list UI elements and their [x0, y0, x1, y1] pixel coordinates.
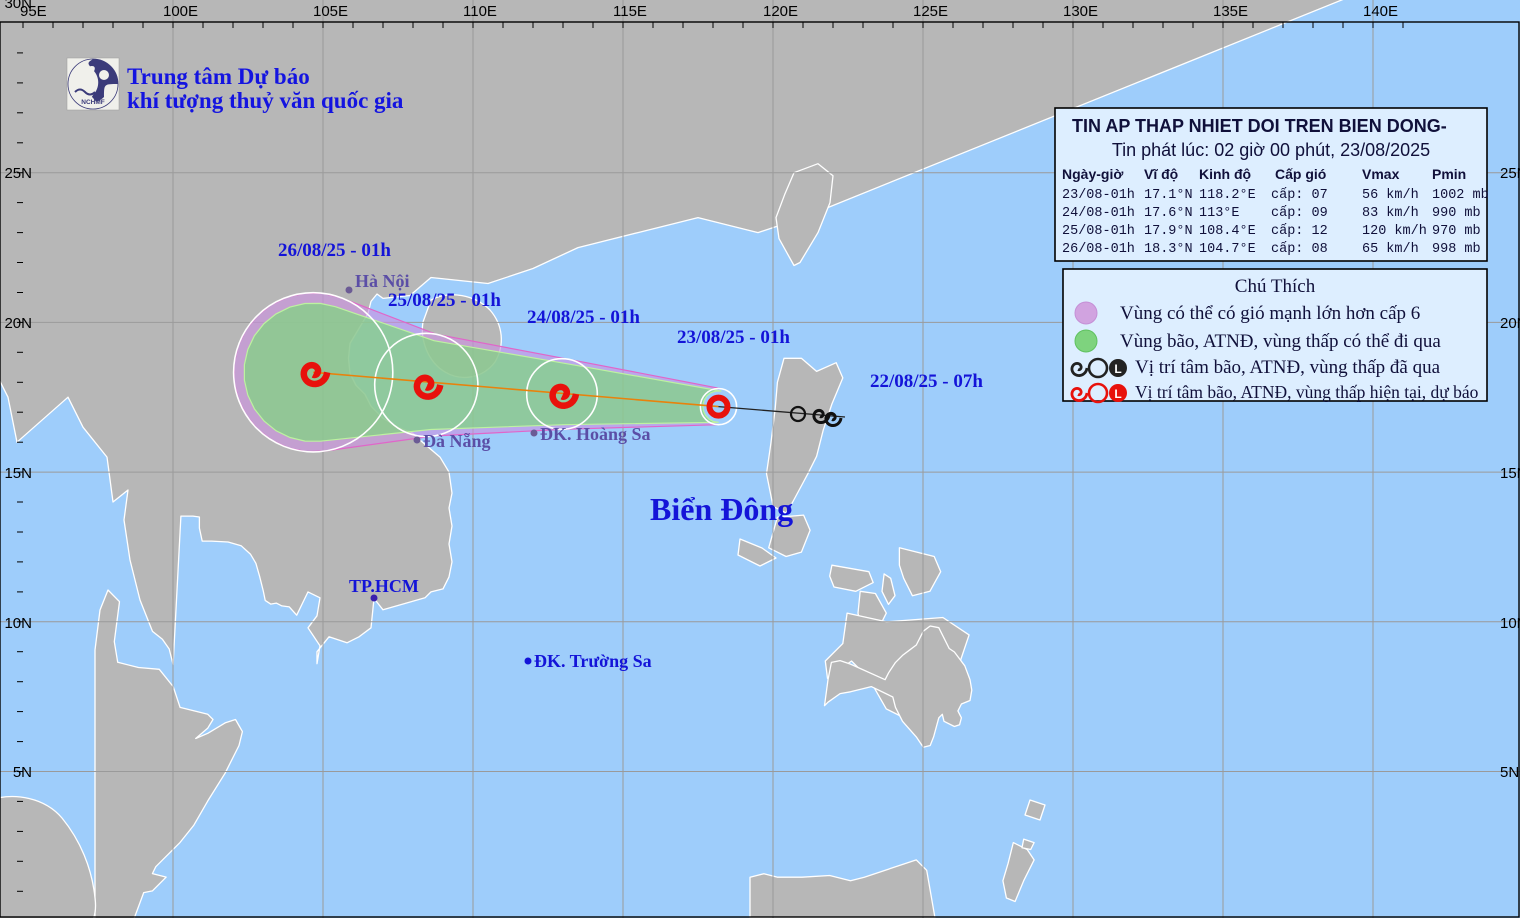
svg-text:Vùng bão, ATNĐ, vùng thấp có t: Vùng bão, ATNĐ, vùng thấp có thể đi qua [1120, 331, 1441, 352]
svg-text:ĐK. Trường Sa: ĐK. Trường Sa [534, 651, 652, 671]
svg-text:10N: 10N [4, 615, 32, 632]
svg-text:15N: 15N [4, 465, 32, 482]
svg-text:83 km/h: 83 km/h [1362, 206, 1419, 221]
svg-text:120E: 120E [763, 3, 798, 20]
svg-text:140E: 140E [1363, 3, 1398, 20]
svg-text:56 km/h: 56 km/h [1362, 188, 1419, 203]
svg-text:Vmax: Vmax [1362, 166, 1400, 182]
svg-text:Đà Nẵng: Đà Nẵng [423, 431, 491, 451]
svg-text:105E: 105E [313, 3, 348, 20]
svg-text:135E: 135E [1213, 3, 1248, 20]
svg-text:5N: 5N [1500, 764, 1519, 781]
svg-text:115E: 115E [613, 3, 647, 20]
svg-text:125E: 125E [913, 3, 948, 20]
svg-text:Vị trí tâm bão, ATNĐ, vùng thấ: Vị trí tâm bão, ATNĐ, vùng thấp đã qua [1135, 357, 1441, 378]
svg-text:998 mb: 998 mb [1432, 242, 1481, 257]
svg-text:5N: 5N [13, 764, 32, 781]
svg-text:25/08/25 - 01h: 25/08/25 - 01h [388, 290, 501, 311]
svg-text:cấp: 07: cấp: 07 [1271, 188, 1328, 203]
svg-text:20N: 20N [4, 315, 32, 332]
svg-text:110E: 110E [463, 3, 497, 20]
svg-text:Cấp gió: Cấp gió [1275, 166, 1326, 182]
svg-text:Ngày-giờ: Ngày-giờ [1062, 166, 1123, 182]
svg-text:20N: 20N [1500, 315, 1520, 332]
svg-text:108.4°E: 108.4°E [1199, 224, 1256, 239]
svg-text:22/08/25 - 07h: 22/08/25 - 07h [870, 371, 983, 392]
svg-text:1002 mb: 1002 mb [1432, 188, 1489, 203]
svg-text:970 mb: 970 mb [1432, 224, 1481, 239]
svg-text:Tin phát lúc: 02 giờ 00 phút,: Tin phát lúc: 02 giờ 00 phút, 23/08/2025 [1112, 140, 1430, 160]
svg-text:25N: 25N [4, 165, 32, 182]
svg-text:104.7°E: 104.7°E [1199, 242, 1256, 257]
svg-text:Vị trí tâm bão, ATNĐ, vùng thấ: Vị trí tâm bão, ATNĐ, vùng thấp hiện tại… [1135, 382, 1479, 402]
svg-text:17.6°N: 17.6°N [1144, 206, 1193, 221]
svg-text:26/08-01h: 26/08-01h [1062, 242, 1135, 257]
svg-text:Vĩ độ: Vĩ độ [1144, 166, 1178, 182]
svg-text:Hà Nội: Hà Nội [355, 271, 410, 291]
svg-text:23/08-01h: 23/08-01h [1062, 188, 1135, 203]
svg-text:25/08-01h: 25/08-01h [1062, 224, 1135, 239]
svg-text:30N: 30N [4, 0, 32, 12]
svg-text:TP.HCM: TP.HCM [349, 576, 419, 596]
svg-text:khí tượng thuỷ văn quốc gia: khí tượng thuỷ văn quốc gia [127, 88, 404, 113]
svg-text:23/08/25 - 01h: 23/08/25 - 01h [677, 327, 790, 348]
svg-text:24/08-01h: 24/08-01h [1062, 206, 1135, 221]
svg-text:100E: 100E [163, 3, 198, 20]
svg-text:L: L [1114, 387, 1121, 401]
svg-text:118.2°E: 118.2°E [1199, 188, 1256, 203]
svg-text:17.9°N: 17.9°N [1144, 224, 1193, 239]
svg-text:Chú Thích: Chú Thích [1235, 276, 1316, 297]
svg-text:15N: 15N [1500, 465, 1520, 482]
svg-text:ĐK. Hoàng Sa: ĐK. Hoàng Sa [540, 424, 651, 444]
svg-text:Pmin: Pmin [1432, 166, 1466, 182]
svg-text:Trung tâm Dự báo: Trung tâm Dự báo [127, 64, 310, 89]
svg-text:Biển Đông: Biển Đông [650, 491, 793, 527]
svg-text:18.3°N: 18.3°N [1144, 242, 1193, 257]
svg-text:120 km/h: 120 km/h [1362, 224, 1427, 239]
svg-text:990 mb: 990 mb [1432, 206, 1481, 221]
svg-text:cấp: 08: cấp: 08 [1271, 242, 1328, 257]
svg-text:26/08/25 - 01h: 26/08/25 - 01h [278, 240, 391, 261]
svg-text:17.1°N: 17.1°N [1144, 188, 1193, 203]
svg-text:cấp: 09: cấp: 09 [1271, 206, 1328, 221]
svg-text:Kinh độ: Kinh độ [1199, 166, 1251, 182]
svg-text:Vùng có thể có gió mạnh lớn hơ: Vùng có thể có gió mạnh lớn hơn cấp 6 [1120, 303, 1420, 324]
svg-text:24/08/25 - 01h: 24/08/25 - 01h [527, 307, 640, 328]
svg-text:TIN AP THAP NHIET DOI TREN BIE: TIN AP THAP NHIET DOI TREN BIEN DONG- [1072, 116, 1447, 136]
svg-text:25N: 25N [1500, 165, 1520, 182]
svg-text:cấp: 12: cấp: 12 [1271, 224, 1328, 239]
svg-text:NCHMF: NCHMF [81, 99, 104, 106]
svg-text:10N: 10N [1500, 615, 1520, 632]
svg-text:L: L [1114, 362, 1121, 376]
svg-text:113°E: 113°E [1199, 206, 1240, 221]
svg-text:65 km/h: 65 km/h [1362, 242, 1419, 257]
svg-text:130E: 130E [1063, 3, 1098, 20]
